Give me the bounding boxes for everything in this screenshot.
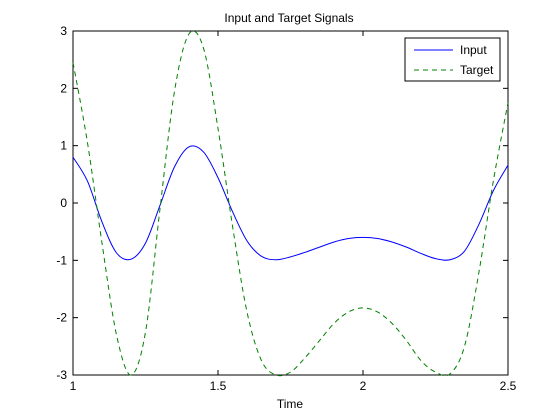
series-layer: [72, 30, 509, 377]
y-tick-label: 0: [60, 196, 67, 210]
x-tick-label: 2.5: [500, 379, 517, 393]
chart-title: Input and Target Signals: [224, 11, 353, 25]
axis-ticks: [72, 30, 509, 376]
axis-tick-labels: 1 1.5 2 2.5 -3 -2 -1 0 1 2 3: [56, 24, 516, 393]
y-tick-label: -3: [56, 368, 67, 382]
legend-label-target: Target: [460, 63, 494, 77]
y-tick-label: 1: [60, 139, 67, 153]
x-tick-label: 1.5: [210, 379, 227, 393]
legend: Input Target: [404, 37, 501, 82]
x-tick-label: 1: [70, 379, 77, 393]
y-tick-label: -2: [56, 311, 67, 325]
x-axis-label: Time: [277, 397, 304, 411]
y-tick-label: -1: [56, 253, 67, 267]
y-tick-label: 3: [60, 24, 67, 38]
x-tick-label: 2: [360, 379, 367, 393]
legend-box: [404, 37, 501, 82]
y-tick-label: 2: [60, 81, 67, 95]
series-line-target: [72, 30, 509, 377]
legend-label-input: Input: [460, 43, 487, 57]
plot-frame: [72, 30, 509, 376]
series-line-input: [72, 145, 509, 261]
